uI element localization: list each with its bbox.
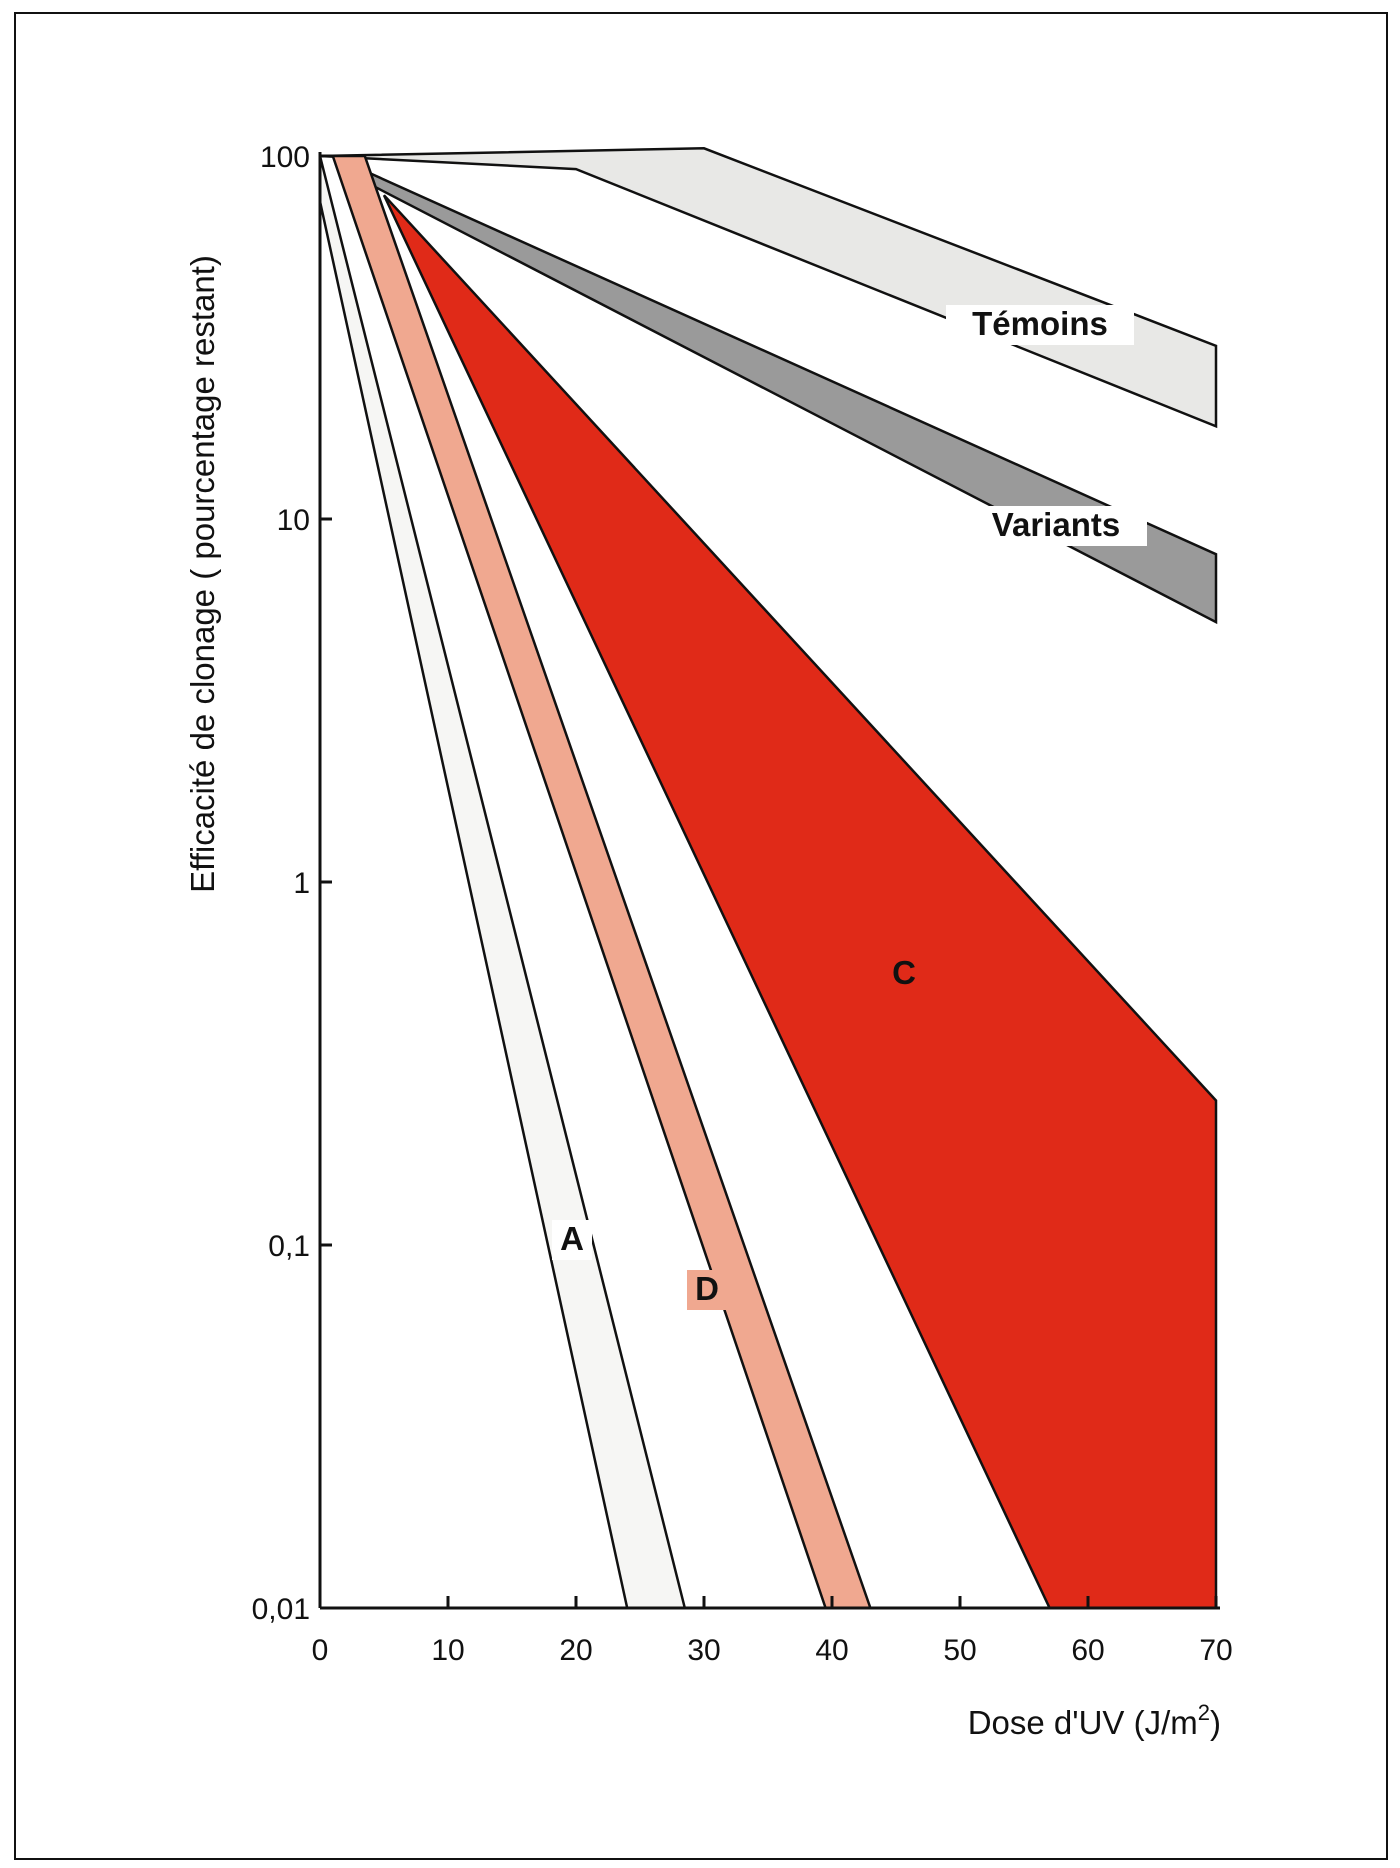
y-tick-label: 0,01 <box>252 1593 310 1626</box>
band-label-d: D <box>695 1270 719 1307</box>
x-tick-label: 70 <box>1199 1634 1232 1667</box>
figure-frame: 0 10 20 30 40 50 60 70 100 10 1 0,1 0,01 Témoins Var… <box>14 12 1388 1860</box>
x-ticks: 0 10 20 30 40 50 60 70 <box>312 1596 1233 1667</box>
y-axis-title: Efficacité de clonage ( pourcentage rest… <box>184 255 221 893</box>
x-tick-label: 10 <box>431 1634 464 1667</box>
band-label-a: A <box>560 1220 584 1257</box>
x-tick-label: 0 <box>312 1634 329 1667</box>
band-temoins <box>319 147 1218 429</box>
uv-survival-chart: 0 10 20 30 40 50 60 70 100 10 1 0,1 0,01 Témoins Var… <box>184 141 1233 1741</box>
y-tick-label: 0,1 <box>268 1230 310 1263</box>
band-label-bg <box>552 1220 592 1260</box>
band-label-temoins: Témoins <box>972 305 1108 342</box>
x-tick-label: 60 <box>1071 1634 1104 1667</box>
y-tick-label: 10 <box>277 504 310 537</box>
x-tick-label: 50 <box>943 1634 976 1667</box>
x-axis-title: Dose d'UV (J/m2) <box>968 1700 1221 1741</box>
band-label-bg <box>687 1270 727 1310</box>
band-label-bg <box>965 506 1147 546</box>
x-tick-label: 40 <box>815 1634 848 1667</box>
bands-layer <box>318 147 1218 1610</box>
y-tick-label: 100 <box>260 141 310 174</box>
band-label-bg <box>946 305 1134 345</box>
band-label-c: C <box>892 954 916 991</box>
y-ticks: 100 10 1 0,1 0,01 <box>252 141 332 1626</box>
x-tick-label: 20 <box>559 1634 592 1667</box>
axes-layer: 0 10 20 30 40 50 60 70 100 10 1 0,1 0,01 <box>252 141 1233 1667</box>
x-tick-label: 30 <box>687 1634 720 1667</box>
band-label-variants: Variants <box>992 506 1120 543</box>
band-labels-layer: Témoins Variants C A D <box>552 305 1147 1310</box>
y-tick-label: 1 <box>293 867 310 900</box>
